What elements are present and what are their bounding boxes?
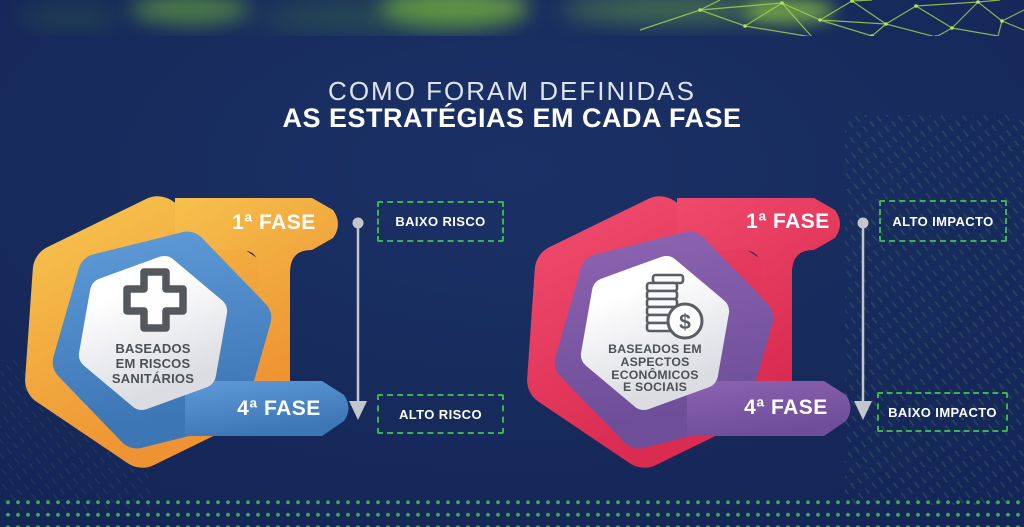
page-title-line1: COMO FORAM DEFINIDAS [328, 76, 696, 106]
green-blur-blob [130, 0, 250, 24]
green-blur-blob [255, 6, 515, 28]
phase-bottom-label: 4ª FASE [237, 397, 321, 420]
center-label-line: EM RISCOS [115, 356, 191, 371]
center-label-line: E SOCIAIS [623, 380, 687, 395]
diagram-aspectos-economicos: $ 1ª FASE 4ª FASE BASEADOS EM ASPECTOS E… [522, 180, 882, 490]
green-dots-pattern [0, 492, 1024, 527]
diagram-center-label: BASEADOS EM RISCOS SANITÁRIOS [83, 341, 223, 386]
down-arrow-icon [854, 217, 872, 420]
phase-bottom-label: 4ª FASE [744, 396, 828, 419]
down-arrow-icon [349, 217, 367, 420]
phase4-arm [185, 381, 349, 436]
phase4-arm [687, 381, 851, 436]
top-banner-texture [0, 0, 1024, 36]
medical-cross-icon [123, 268, 187, 332]
phase-top-label: 1ª FASE [746, 210, 830, 233]
hexagon-graphic [25, 196, 349, 468]
diagram-center-label: BASEADOS EM ASPECTOS ECONÔMICOS E SOCIAI… [585, 343, 725, 394]
dollar-symbol: $ [679, 311, 691, 334]
center-label-line: ECONÔMICOS [611, 367, 699, 382]
badge-baixo-impacto: BAIXO IMPACTO [877, 392, 1008, 432]
diagram-riscos-sanitarios: 1ª FASE 4ª FASE BASEADOS EM RISCOS SANIT… [20, 180, 380, 490]
phase1-arm [677, 198, 840, 388]
white-hexagon [580, 255, 730, 411]
center-label-line: ASPECTOS [620, 354, 690, 369]
coins-icon: $ [645, 273, 704, 340]
network-mesh-icon [639, 0, 1024, 36]
phase1-arm [175, 198, 338, 388]
badge-baixo-risco: BAIXO RISCO [377, 201, 504, 242]
hexagon-graphic: $ [527, 196, 851, 468]
center-label-line: BASEADOS [115, 341, 191, 356]
badge-alto-impacto: ALTO IMPACTO [879, 200, 1007, 242]
center-label-line: BASEADOS EM [608, 342, 702, 356]
phase-top-label: 1ª FASE [232, 211, 316, 234]
diagonal-dash-texture [845, 115, 1024, 505]
badge-alto-risco: ALTO RISCO [377, 394, 504, 434]
center-label-line: SANITÁRIOS [111, 371, 195, 386]
green-blur-blob [560, 0, 780, 22]
page-title-line2: AS ESTRATÉGIAS EM CADA FASE [282, 103, 742, 133]
green-blur-blob [20, 8, 120, 26]
